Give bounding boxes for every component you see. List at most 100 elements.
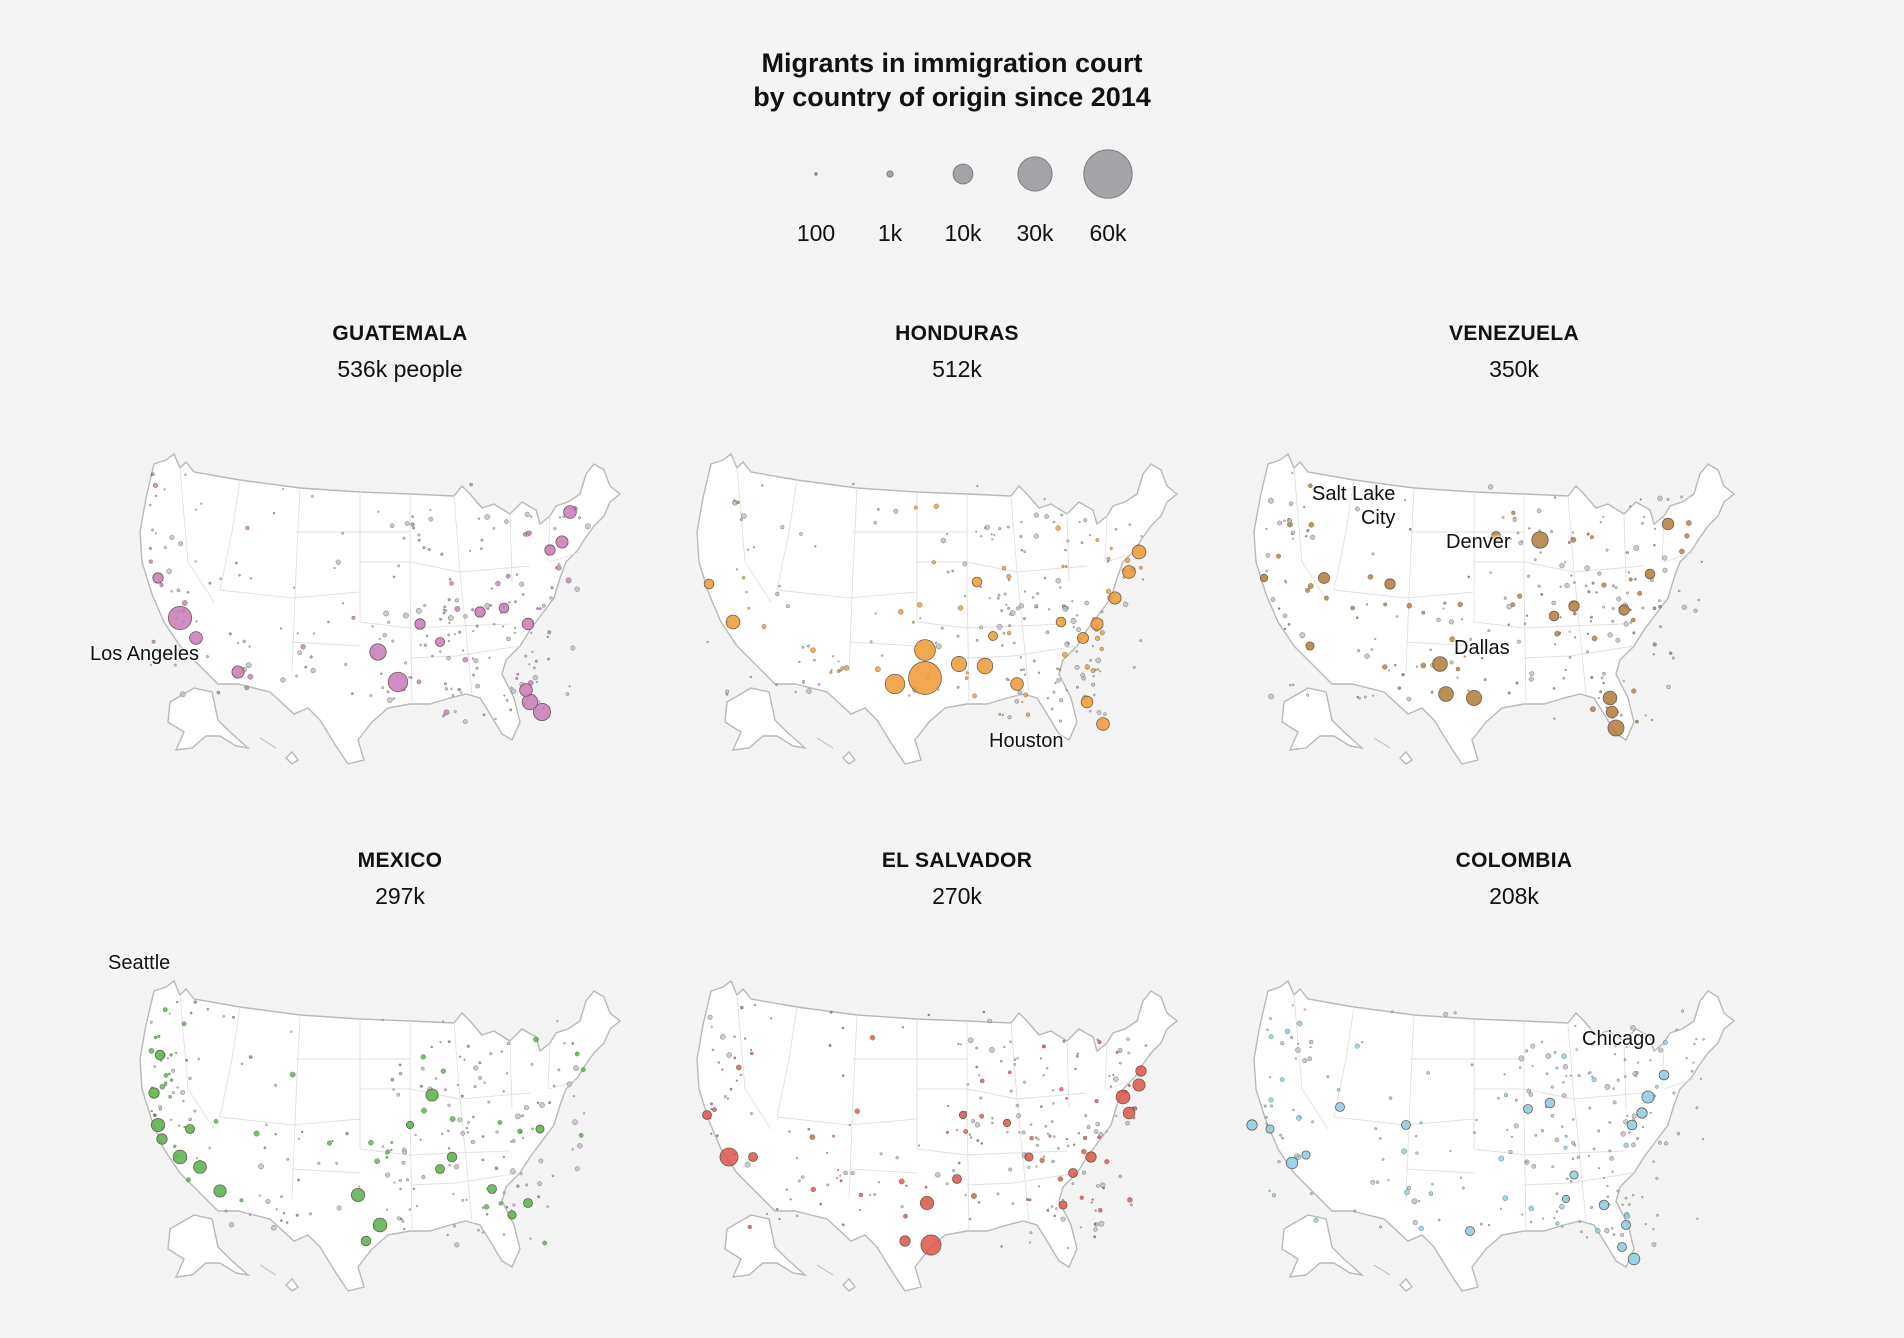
bubble-small bbox=[514, 1113, 521, 1120]
bubble-small bbox=[778, 1218, 781, 1221]
bubble-small bbox=[1604, 1228, 1610, 1234]
bubble-large bbox=[719, 1147, 739, 1167]
bubble-small bbox=[1025, 1198, 1029, 1202]
bubble-small bbox=[439, 650, 442, 653]
bubble-small bbox=[171, 1091, 175, 1095]
bubble-small bbox=[1370, 1179, 1376, 1185]
bubble-small bbox=[443, 709, 450, 716]
bubble-small bbox=[453, 710, 457, 714]
bubble-small bbox=[1489, 571, 1492, 574]
bubble-small bbox=[430, 1045, 433, 1049]
bubble-small bbox=[159, 582, 164, 588]
bubble-large bbox=[952, 1174, 962, 1184]
bubble-small bbox=[1526, 1088, 1531, 1094]
title-line-1: Migrants in immigration court bbox=[761, 48, 1143, 78]
bubble-small bbox=[1017, 690, 1022, 695]
large-bubbles bbox=[1259, 517, 1675, 737]
bubble-small bbox=[536, 607, 540, 611]
bubble-small bbox=[511, 1139, 516, 1143]
bubble-small bbox=[806, 688, 812, 694]
bubble-small bbox=[980, 535, 983, 538]
state-boundary bbox=[1473, 621, 1625, 629]
country-total: 208k bbox=[1489, 883, 1539, 909]
bubble-small bbox=[1419, 1121, 1423, 1125]
bubble-small bbox=[447, 1147, 451, 1150]
bubble-small bbox=[509, 708, 513, 712]
bubble-large bbox=[1115, 1089, 1131, 1105]
bubble-small bbox=[1558, 631, 1562, 635]
bubble-small bbox=[797, 1179, 801, 1183]
bubble-small bbox=[951, 569, 955, 573]
bubble-small bbox=[1098, 1131, 1104, 1137]
bubble-small bbox=[532, 666, 536, 670]
bubble-small bbox=[473, 658, 479, 664]
bubble-small bbox=[1114, 528, 1118, 531]
bubble-small bbox=[531, 650, 534, 653]
bubble-small bbox=[908, 694, 911, 697]
bubble-small bbox=[1430, 690, 1434, 694]
bubble-large bbox=[1122, 1106, 1136, 1120]
bubble-small bbox=[1443, 1011, 1448, 1017]
legend-label-10k: 10k bbox=[944, 220, 982, 246]
bubble-small bbox=[1406, 602, 1413, 609]
bubble-small bbox=[563, 1041, 566, 1045]
bubble-small bbox=[1562, 1064, 1569, 1070]
bubble-small bbox=[1009, 1089, 1013, 1093]
bubble-small bbox=[402, 1227, 406, 1231]
bubble-small bbox=[1033, 512, 1039, 518]
bubble-small bbox=[447, 615, 454, 621]
bubble-small bbox=[327, 620, 330, 624]
bubble-large bbox=[1085, 1151, 1097, 1163]
bubble-small bbox=[1023, 1080, 1026, 1084]
bubble-small bbox=[1365, 603, 1369, 606]
bubble-small bbox=[1626, 551, 1630, 555]
bubble-small bbox=[966, 1083, 970, 1086]
bubble-small bbox=[1699, 1077, 1702, 1080]
bubble-small bbox=[1602, 681, 1605, 685]
bubble-small bbox=[837, 660, 840, 663]
bubble-small bbox=[452, 1224, 456, 1228]
bubble-small bbox=[1006, 525, 1010, 529]
state-boundary bbox=[179, 467, 215, 603]
bubble-small bbox=[1106, 556, 1111, 561]
state-boundary bbox=[219, 479, 241, 591]
bubble-small bbox=[333, 566, 336, 569]
us-map-guatemala bbox=[139, 452, 622, 765]
bubble-small bbox=[1511, 1135, 1514, 1138]
bubble-small bbox=[1291, 471, 1294, 474]
bubble-small bbox=[1311, 1120, 1315, 1124]
bubble-small bbox=[1042, 1155, 1046, 1158]
bubble-small bbox=[447, 640, 450, 643]
bubble-small bbox=[729, 1087, 733, 1091]
bubble-small bbox=[1573, 611, 1577, 616]
bubble-small bbox=[1076, 614, 1079, 617]
bubble-small bbox=[1397, 686, 1402, 690]
bubble-small bbox=[1565, 1075, 1568, 1078]
bubble-large bbox=[1598, 1199, 1610, 1211]
state-boundary bbox=[1473, 1148, 1625, 1156]
bubble-small bbox=[1636, 1061, 1639, 1064]
bubble-small bbox=[239, 1198, 244, 1203]
bubble-small bbox=[1591, 1077, 1597, 1083]
bubble-large bbox=[958, 1110, 968, 1120]
bubble-small bbox=[448, 1163, 451, 1167]
bubble-small bbox=[1093, 1129, 1099, 1134]
bubble-small bbox=[549, 596, 553, 600]
alaska-outline bbox=[724, 687, 808, 751]
bubble-small bbox=[236, 641, 239, 644]
bubble-small bbox=[1072, 1143, 1076, 1146]
bubble-small bbox=[1628, 1131, 1631, 1134]
bubble-small bbox=[998, 712, 1002, 716]
bubble-small bbox=[521, 593, 525, 596]
bubble-small bbox=[813, 658, 816, 662]
bubble-small bbox=[1094, 1099, 1099, 1104]
bubble-small bbox=[1280, 1041, 1285, 1046]
size-legend: 100 1k 10k 30k 60k bbox=[770, 138, 1150, 258]
bubble-small bbox=[1383, 602, 1388, 607]
state-boundary bbox=[1661, 1042, 1665, 1090]
bubble-small bbox=[1620, 1131, 1626, 1137]
bubble-small bbox=[911, 620, 915, 624]
bubble-small bbox=[1008, 624, 1012, 628]
legend-circle-100 bbox=[814, 172, 818, 176]
bubble-small bbox=[1600, 676, 1604, 680]
